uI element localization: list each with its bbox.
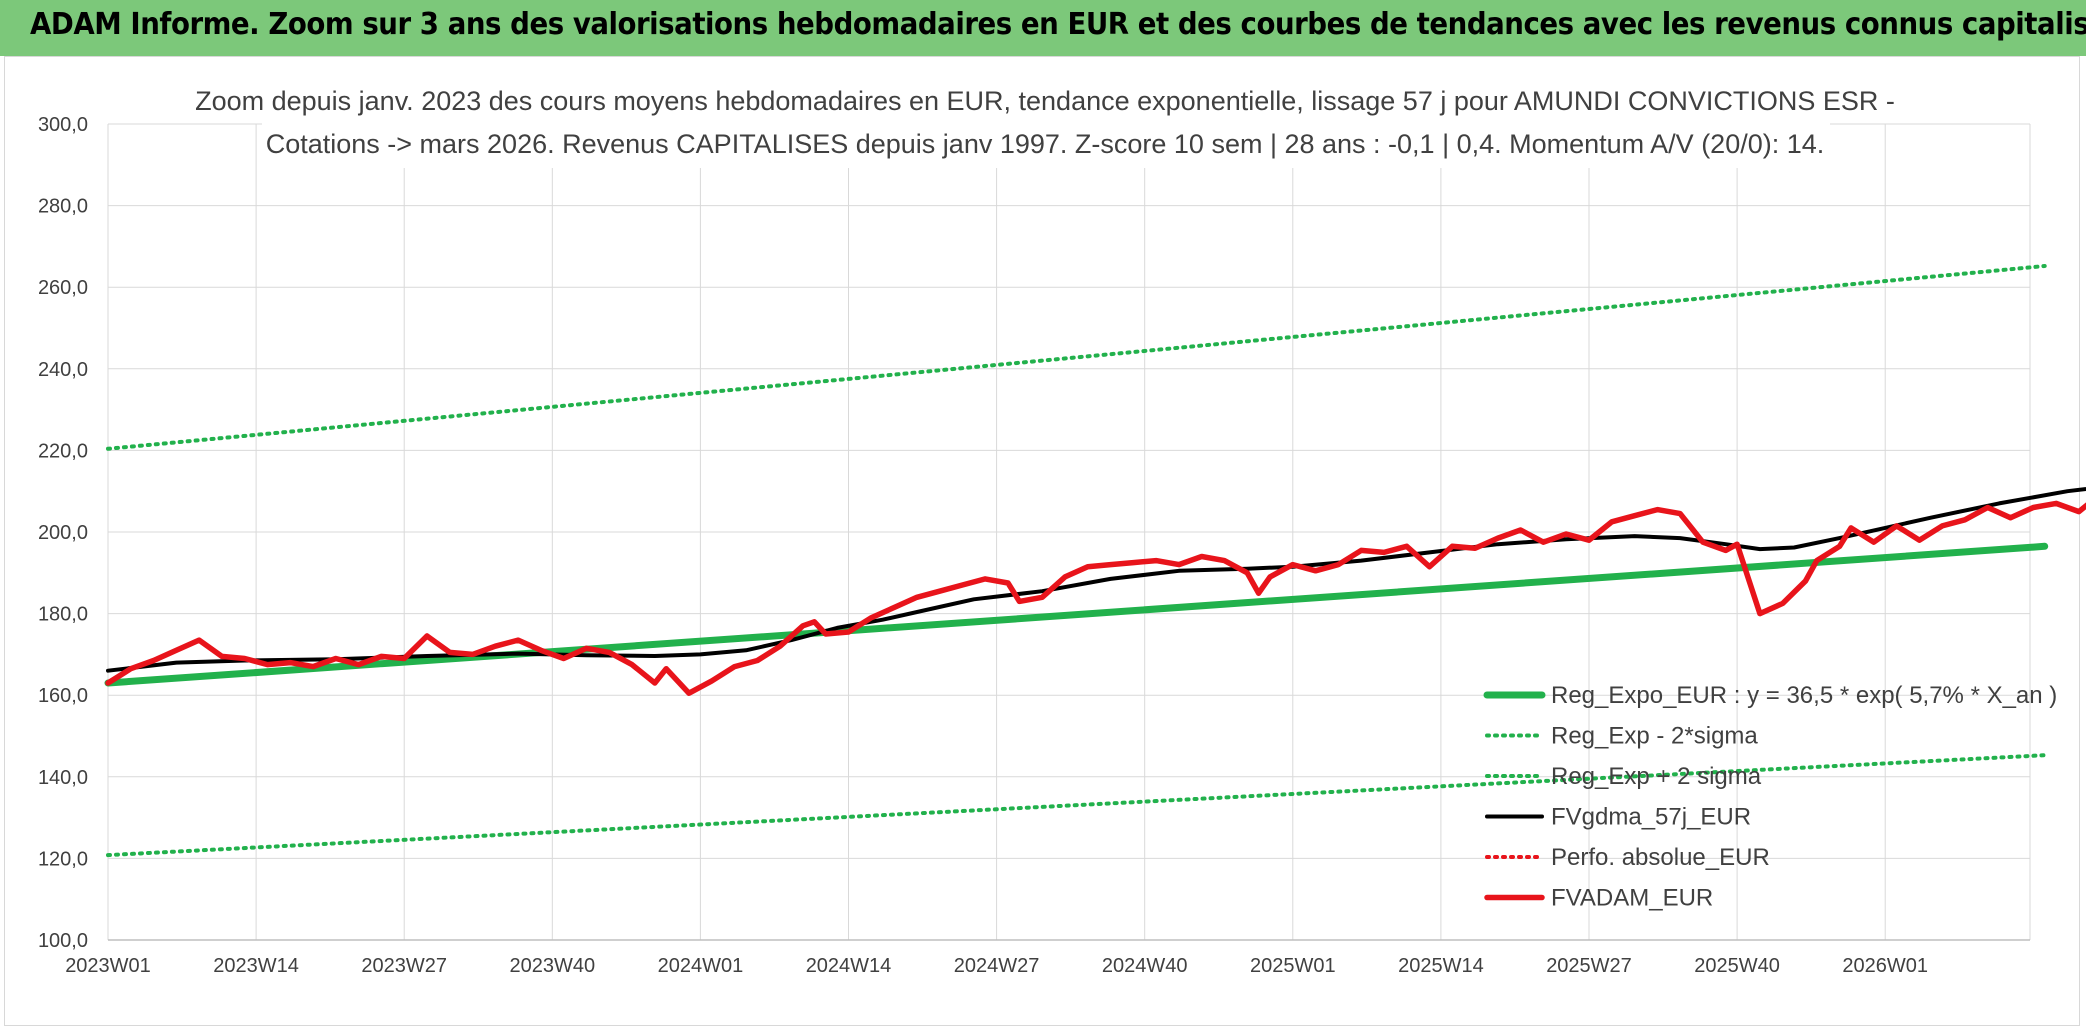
series-line-reg-exp-2-sigma — [106, 264, 2047, 451]
x-tick-label: 2024W01 — [658, 955, 744, 977]
series-lines — [104, 264, 2086, 858]
legend-label: Reg_Expo_EUR : y = 36,5 * exp( 5,7% * X_… — [1551, 682, 2057, 709]
x-tick-label: 2026W01 — [1842, 955, 1928, 977]
chart-frame — [4, 56, 2080, 1026]
y-tick-label: 280,0 — [38, 196, 88, 218]
x-tick-label: 2025W14 — [1398, 955, 1484, 977]
x-tick-label: 2023W27 — [361, 955, 447, 977]
x-tick-label: 2025W40 — [1694, 955, 1780, 977]
header-banner: ADAM Informe. Zoom sur 3 ans des valoris… — [0, 0, 2086, 56]
banner-title: ADAM Informe. Zoom sur 3 ans des valoris… — [30, 7, 2086, 42]
chart-title-line2: Cotations -> mars 2026. Revenus CAPITALI… — [266, 129, 1825, 159]
x-axis-ticks: 2023W01 2023W14 2023W27 2023W40 2024W01 2024W… — [65, 955, 1928, 977]
x-tick-label: 2023W40 — [509, 955, 595, 977]
legend-label: FVADAM_EUR — [1551, 885, 1713, 912]
x-tick-label: 2024W40 — [1102, 955, 1188, 977]
y-tick-label: 120,0 — [38, 848, 88, 870]
y-axis-ticks: 100,0 120,0 140,0 160,0 180,0 200,0 220,0 240,0… — [38, 114, 88, 952]
legend-label: Perfo. absolue_EUR — [1551, 844, 1770, 871]
y-tick-label: 200,0 — [38, 522, 88, 544]
x-tick-label: 2025W01 — [1250, 955, 1336, 977]
y-tick-label: 140,0 — [38, 767, 88, 789]
y-tick-label: 260,0 — [38, 277, 88, 299]
series-line-reg-expo-eur-y-36-5-exp- — [104, 542, 2049, 687]
legend: Reg_Expo_EUR : y = 36,5 * exp( 5,7% * X_… — [1483, 682, 2057, 912]
chart-title-line1: Zoom depuis janv. 2023 des cours moyens … — [195, 86, 1895, 116]
title-background — [262, 82, 1830, 168]
x-tick-label: 2023W14 — [213, 955, 299, 977]
legend-label: Reg_Exp - 2*sigma — [1551, 723, 1758, 750]
legend-label: FVgdma_57j_EUR — [1551, 804, 1751, 831]
series-line-fvadam-eur — [105, 500, 2086, 696]
x-tick-label: 2023W01 — [65, 955, 151, 977]
x-tick-label: 2024W27 — [954, 955, 1040, 977]
x-tick-label: 2025W27 — [1546, 955, 1632, 977]
y-tick-label: 220,0 — [38, 440, 88, 462]
series-line-reg-exp-2-sigma — [106, 753, 2047, 858]
y-tick-label: 240,0 — [38, 359, 88, 381]
y-tick-label: 100,0 — [38, 930, 88, 952]
y-tick-label: 180,0 — [38, 604, 88, 626]
y-tick-label: 300,0 — [38, 114, 88, 136]
legend-label: Reg_Exp + 2 sigma — [1551, 763, 1762, 790]
y-tick-label: 160,0 — [38, 685, 88, 707]
x-tick-label: 2024W14 — [806, 955, 892, 977]
